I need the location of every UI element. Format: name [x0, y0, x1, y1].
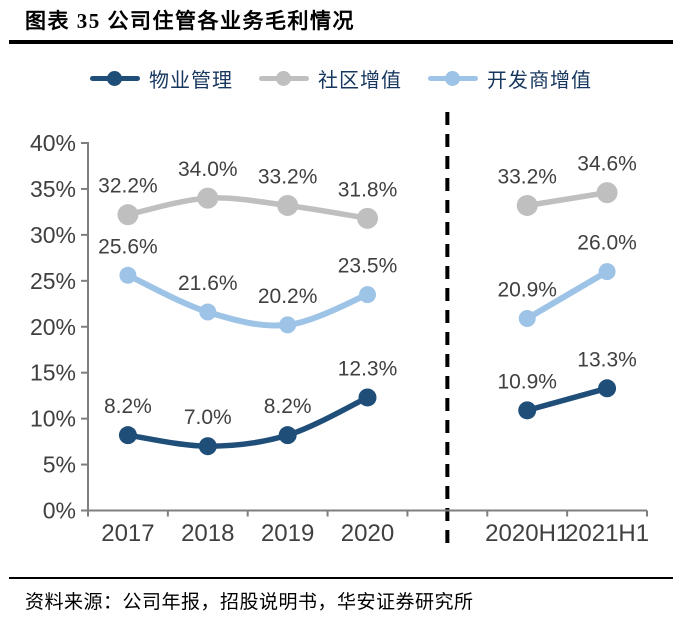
data-point-label: 13.3%: [577, 348, 637, 371]
y-tick-label: 25%: [30, 268, 76, 294]
data-point-marker: [199, 303, 217, 321]
x-axis-label: 2019: [261, 520, 314, 547]
series-line: [125, 195, 371, 222]
data-point-marker: [198, 437, 217, 456]
legend-label: 物业管理: [149, 69, 233, 92]
legend-line-dot-icon: [428, 70, 478, 86]
data-point-marker: [518, 401, 537, 420]
data-point-label: 23.5%: [338, 255, 398, 278]
data-point-marker: [279, 316, 297, 334]
chart-legend: 物业管理 社区增值 开发商增值: [0, 63, 682, 93]
x-axis-label: 2020: [341, 520, 394, 547]
data-point-label: 8.2%: [264, 395, 312, 418]
data-point-marker: [516, 194, 538, 216]
series-line: [524, 385, 610, 414]
x-axis-label: 2021H1: [565, 520, 649, 547]
data-point-label: 12.3%: [338, 357, 398, 380]
data-point-marker: [118, 426, 137, 445]
data-point-marker: [197, 187, 219, 209]
series-line: [524, 268, 611, 322]
legend-line-dot-icon: [90, 70, 140, 86]
data-point-label: 34.6%: [577, 153, 637, 176]
data-point-marker: [596, 182, 618, 204]
figure-title: 图表 35 公司住管各业务毛利情况: [25, 9, 355, 33]
source-note: 资料来源：公司年报，招股说明书，华安证券研究所: [25, 592, 474, 613]
y-tick-label: 20%: [30, 314, 76, 340]
data-point-marker: [598, 263, 616, 281]
data-point-marker: [119, 266, 137, 284]
legend-label: 社区增值: [318, 69, 402, 92]
data-point-marker: [357, 207, 378, 229]
data-point-label: 7.0%: [184, 406, 232, 429]
title-rule: [9, 40, 673, 44]
legend-item-1: 社区增值: [259, 64, 402, 93]
data-point-marker: [518, 309, 536, 327]
data-point-marker: [117, 204, 139, 226]
data-point-label: 26.0%: [577, 232, 637, 255]
y-tick-label: 0%: [43, 498, 76, 524]
x-axis-label: 2017: [101, 520, 154, 547]
y-tick-label: 15%: [30, 360, 76, 386]
data-point-marker: [358, 388, 377, 407]
legend-item-0: 物业管理: [90, 64, 233, 93]
legend-label: 开发商增值: [487, 69, 592, 92]
y-tick-label: 5%: [43, 452, 76, 478]
series-line: [125, 394, 371, 449]
footer-rule: [9, 577, 673, 579]
data-point-label: 34.0%: [178, 158, 238, 181]
y-tick-label: 30%: [30, 222, 76, 248]
data-point-marker: [598, 379, 617, 398]
data-point-label: 33.2%: [497, 165, 557, 188]
series-line: [124, 272, 371, 329]
data-point-marker: [277, 194, 299, 216]
data-point-label: 32.2%: [98, 175, 158, 198]
data-point-marker: [359, 286, 376, 304]
data-point-label: 20.9%: [497, 278, 557, 301]
data-point-marker: [278, 426, 297, 445]
data-point-label: 33.2%: [258, 165, 318, 188]
data-point-label: 25.6%: [98, 235, 158, 258]
series-line: [524, 189, 610, 209]
data-point-label: 21.6%: [178, 272, 238, 295]
legend-line-dot-icon: [259, 70, 309, 86]
data-point-label: 20.2%: [258, 285, 318, 308]
legend-item-2: 开发商增值: [428, 64, 592, 93]
x-axis-label: 2018: [181, 520, 234, 547]
data-point-label: 31.8%: [338, 178, 398, 201]
y-tick-label: 10%: [30, 406, 76, 432]
y-tick-label: 40%: [30, 130, 76, 156]
data-point-label: 8.2%: [104, 395, 152, 418]
x-axis-label: 2020H1: [485, 520, 569, 547]
data-point-label: 10.9%: [497, 370, 557, 393]
y-tick-label: 35%: [30, 176, 76, 202]
